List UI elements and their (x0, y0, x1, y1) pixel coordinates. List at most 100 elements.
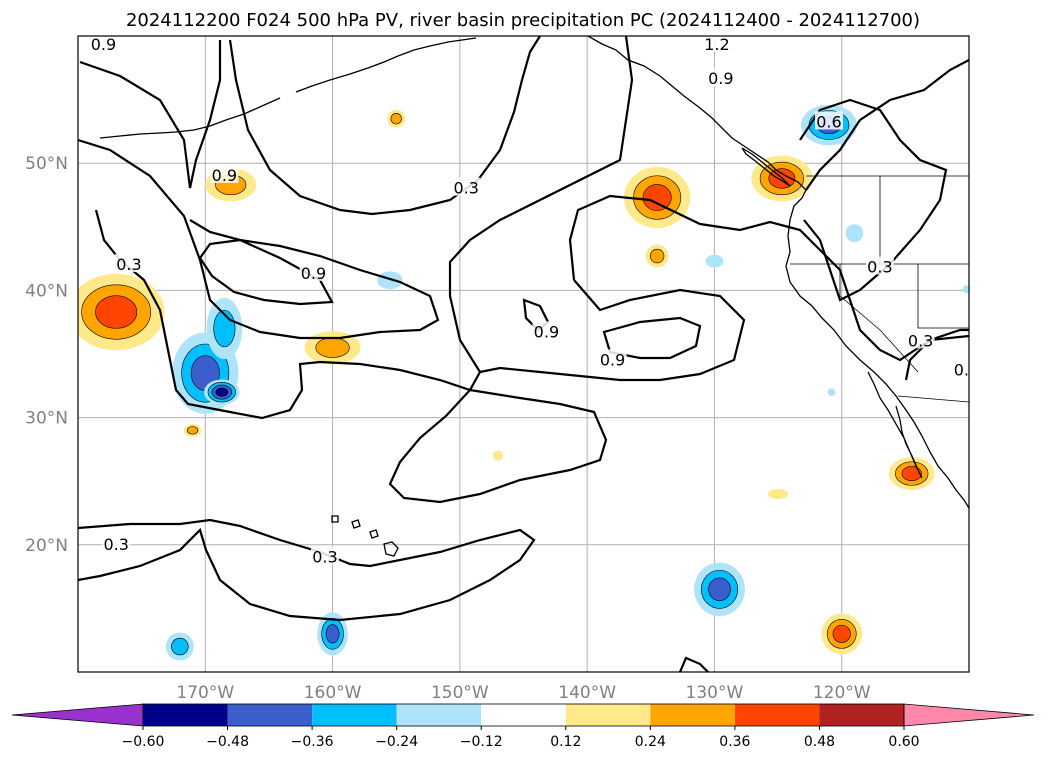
colorbar-frame (142, 703, 905, 727)
colorbar-tick-label: 0.48 (804, 734, 835, 750)
pv-contour (479, 279, 746, 382)
contour-label-bg (706, 68, 735, 87)
colorbar: −0.60 −0.48 −0.36 −0.24 −0.12 0.12 0.24 0.36 0.4… (11, 703, 1035, 750)
contour-label-bg (906, 330, 935, 349)
pv-contour (94, 36, 634, 420)
precip-shade (171, 637, 189, 656)
colorbar-segment (143, 704, 228, 726)
colorbar-tick-label: −0.24 (375, 734, 418, 750)
contour-label-bg (814, 111, 843, 130)
lon-tick-label: 130°W (686, 683, 744, 703)
colorbar-tick-label: 0.36 (719, 734, 750, 750)
contour-label: 0.9 (708, 69, 733, 88)
lon-tick-label: 140°W (558, 683, 616, 703)
precip-shade (845, 224, 864, 243)
precip-shade (325, 624, 340, 644)
contour-label-bg (598, 349, 627, 368)
island-kauai (331, 515, 339, 523)
contour-label-bg (532, 321, 561, 340)
precip-shade (767, 488, 789, 500)
contour-label: 0.3 (908, 331, 933, 350)
colorbar-segment (312, 704, 397, 726)
contour-label: 0.9 (600, 350, 625, 369)
precip-shade (186, 426, 199, 435)
contour-label-bg (210, 164, 239, 183)
precip-shade (315, 337, 350, 358)
precip-shade (962, 285, 969, 293)
contour-label-bg (310, 546, 339, 565)
coastline-alaska (295, 37, 477, 93)
contour-label-bg (865, 256, 894, 275)
lon-tick-label: 120°W (813, 683, 871, 703)
contour-label: 0.9 (212, 166, 237, 185)
colorbar-tick-label: 0.12 (550, 734, 581, 750)
contour-label-bg (114, 253, 143, 272)
pv-contour (198, 238, 334, 306)
contour-label: 0.9 (91, 35, 116, 54)
colorbar-extend-low (11, 703, 144, 727)
colorbar-tick-label: −0.48 (206, 734, 249, 750)
map-area: 0.9 0.9 0.3 0.9 0.3 0.9 0.9 1.2 0.9 0.6 0.3 0.3 0.3 0… (78, 35, 969, 672)
precip-shade (827, 388, 836, 396)
colorbar-segment (734, 704, 820, 726)
lon-tick-label: 150°W (431, 683, 489, 703)
contour-label: 0.3 (453, 179, 478, 198)
pv-contour (805, 59, 969, 191)
colorbar-segment (396, 704, 482, 726)
precip-shade (901, 466, 922, 481)
pv-contour (799, 98, 948, 302)
pv-contour (904, 334, 969, 381)
colorbar-segment (481, 704, 566, 726)
contour-label-bg (702, 36, 731, 52)
colorbar-segment (650, 704, 735, 726)
contour-label: 0.9 (301, 264, 326, 283)
precip-shade (377, 271, 403, 290)
precip-shade (708, 577, 731, 602)
graticule (78, 36, 969, 672)
lat-tick-label: 30°N (25, 409, 68, 429)
coastline-baja (867, 371, 923, 479)
contour-label: 0.3 (867, 258, 892, 277)
colorbar-extend-high (903, 703, 1035, 727)
contour-label: 0.6 (816, 112, 841, 131)
contour-label: 0.3 (103, 535, 128, 554)
precip-shade (649, 248, 665, 264)
colorbar-tick-label: −0.12 (460, 734, 503, 750)
coastline-vancouver-island (741, 147, 791, 187)
longitude-labels: 170°W 160°W 150°W 140°W 130°W 120°W (176, 683, 870, 703)
precip-shade (832, 624, 851, 643)
contour-label-bg (452, 177, 481, 196)
pv-contours (78, 36, 969, 672)
latitude-labels: 50°N 40°N 30°N 20°N (25, 154, 68, 556)
precip-shade (390, 113, 402, 125)
lat-tick-label: 40°N (25, 281, 68, 301)
contour-label-bg (952, 359, 969, 378)
contour-label: 0.3 (116, 255, 141, 274)
contour-label: 0.9 (534, 322, 559, 341)
colorbar-segment (565, 704, 651, 726)
contour-labels: 0.9 0.9 0.3 0.9 0.3 0.9 0.9 1.2 0.9 0.6 0.3 0.3 0.3 0… (89, 35, 969, 567)
pv-contour (678, 656, 709, 672)
pv-contour (388, 388, 608, 504)
contour-label-bg (102, 533, 131, 552)
map-frame (77, 35, 970, 673)
precip-shade (642, 184, 672, 211)
pv-contour (78, 138, 440, 340)
contour-label: 0.3 (312, 548, 337, 567)
contour-label-bg (89, 36, 118, 52)
precip-shade (95, 295, 138, 329)
lat-tick-label: 50°N (25, 154, 68, 174)
lon-tick-label: 160°W (304, 683, 362, 703)
pv-contour (79, 40, 222, 189)
colorbar-tick-label: −0.36 (291, 734, 334, 750)
precip-shade (705, 254, 724, 268)
coastline-aleutians (99, 97, 281, 139)
colorbar-tick-label: 0.24 (635, 734, 666, 750)
border-us-mexico (897, 395, 969, 403)
pv-contour (78, 518, 536, 622)
lat-tick-label: 20°N (25, 536, 68, 556)
colorbar-tick-label: −0.60 (122, 734, 165, 750)
colorbar-segment (227, 704, 313, 726)
island-oahu (351, 519, 361, 529)
